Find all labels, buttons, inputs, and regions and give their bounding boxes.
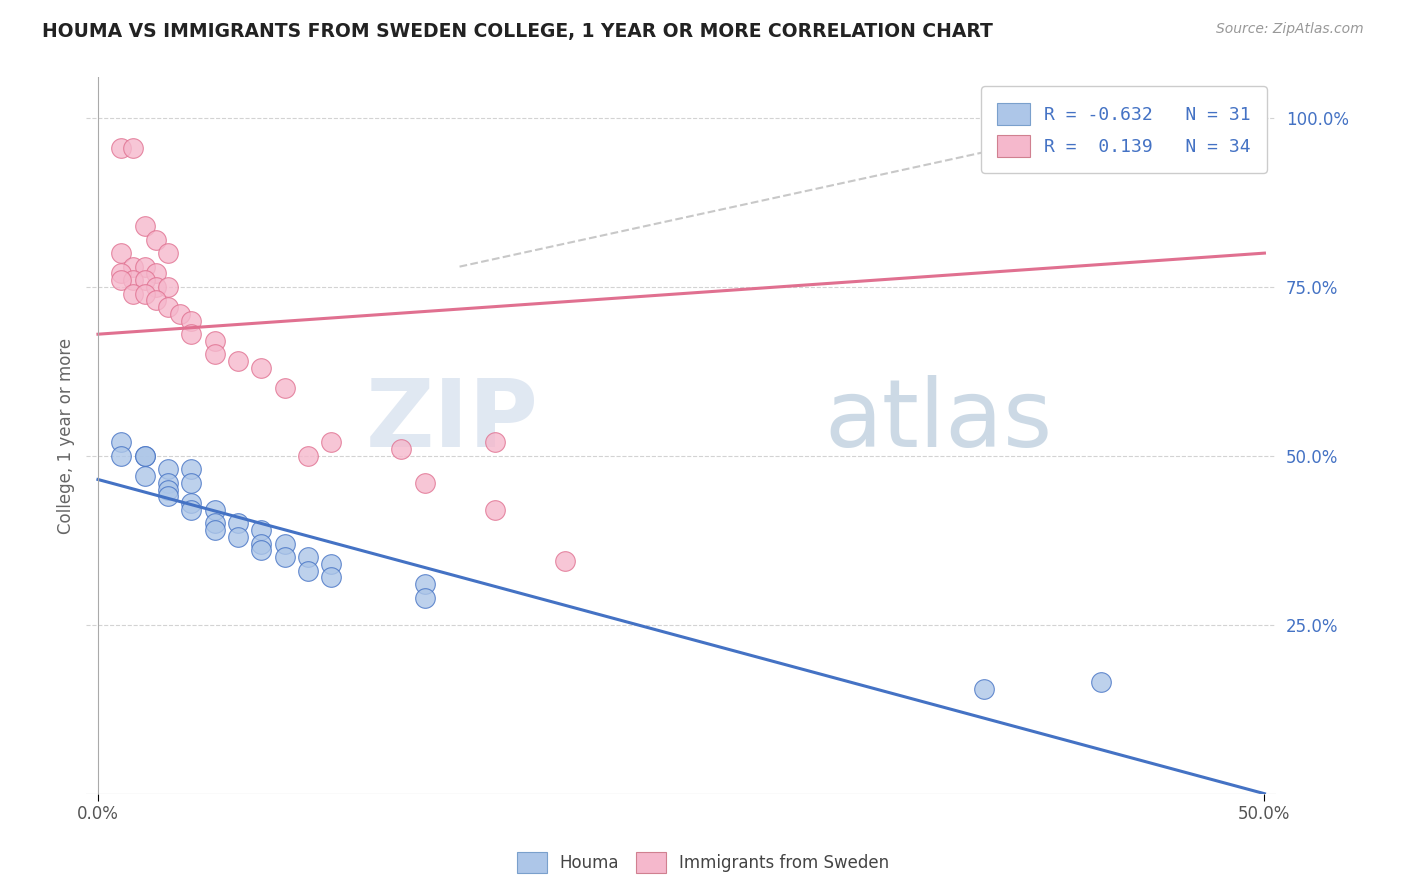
Point bbox=[156, 246, 179, 260]
Point bbox=[180, 327, 202, 342]
Point bbox=[250, 543, 273, 558]
Point bbox=[554, 553, 576, 567]
Point bbox=[321, 435, 343, 450]
Point bbox=[145, 280, 167, 294]
Point bbox=[180, 503, 202, 517]
Point bbox=[226, 354, 249, 368]
Point bbox=[273, 381, 295, 395]
Point bbox=[122, 273, 145, 287]
Point bbox=[156, 300, 179, 314]
Point bbox=[297, 550, 319, 565]
Point bbox=[134, 469, 156, 483]
Text: HOUMA VS IMMIGRANTS FROM SWEDEN COLLEGE, 1 YEAR OR MORE CORRELATION CHART: HOUMA VS IMMIGRANTS FROM SWEDEN COLLEGE,… bbox=[42, 22, 993, 41]
Point bbox=[122, 286, 145, 301]
Point bbox=[250, 523, 273, 537]
Point bbox=[180, 314, 202, 328]
Point bbox=[297, 564, 319, 578]
Point bbox=[204, 347, 226, 361]
Point bbox=[484, 503, 506, 517]
Point bbox=[134, 219, 156, 233]
Legend: Houma, Immigrants from Sweden: Houma, Immigrants from Sweden bbox=[510, 846, 896, 880]
Point bbox=[156, 462, 179, 476]
Y-axis label: College, 1 year or more: College, 1 year or more bbox=[58, 337, 75, 533]
Point bbox=[273, 550, 295, 565]
Point bbox=[180, 475, 202, 490]
Point bbox=[134, 273, 156, 287]
Point bbox=[413, 591, 436, 605]
Point bbox=[169, 307, 191, 321]
Point bbox=[134, 260, 156, 274]
Point bbox=[204, 503, 226, 517]
Point bbox=[122, 260, 145, 274]
Point bbox=[145, 293, 167, 308]
Point bbox=[321, 557, 343, 571]
Point bbox=[156, 475, 179, 490]
Point bbox=[484, 435, 506, 450]
Point bbox=[110, 449, 132, 463]
Point bbox=[110, 141, 132, 155]
Point bbox=[134, 449, 156, 463]
Point bbox=[297, 449, 319, 463]
Point bbox=[122, 141, 145, 155]
Point bbox=[321, 570, 343, 584]
Point bbox=[180, 496, 202, 510]
Point bbox=[145, 266, 167, 280]
Point bbox=[110, 435, 132, 450]
Point bbox=[110, 266, 132, 280]
Point bbox=[413, 577, 436, 591]
Point bbox=[973, 681, 995, 696]
Point bbox=[134, 449, 156, 463]
Point bbox=[204, 334, 226, 348]
Point bbox=[1090, 675, 1112, 690]
Text: atlas: atlas bbox=[824, 376, 1052, 467]
Text: ZIP: ZIP bbox=[366, 376, 538, 467]
Point bbox=[204, 516, 226, 531]
Point bbox=[145, 233, 167, 247]
Text: Source: ZipAtlas.com: Source: ZipAtlas.com bbox=[1216, 22, 1364, 37]
Point bbox=[180, 462, 202, 476]
Point bbox=[250, 536, 273, 550]
Point bbox=[226, 530, 249, 544]
Point bbox=[156, 280, 179, 294]
Point bbox=[226, 516, 249, 531]
Point bbox=[134, 286, 156, 301]
Point bbox=[250, 361, 273, 376]
Point bbox=[156, 489, 179, 503]
Point bbox=[156, 483, 179, 497]
Point bbox=[413, 475, 436, 490]
Point bbox=[110, 246, 132, 260]
Point bbox=[389, 442, 412, 456]
Point bbox=[204, 523, 226, 537]
Point bbox=[110, 273, 132, 287]
Legend: R = -0.632   N = 31, R =  0.139   N = 34: R = -0.632 N = 31, R = 0.139 N = 34 bbox=[981, 87, 1267, 173]
Point bbox=[273, 536, 295, 550]
